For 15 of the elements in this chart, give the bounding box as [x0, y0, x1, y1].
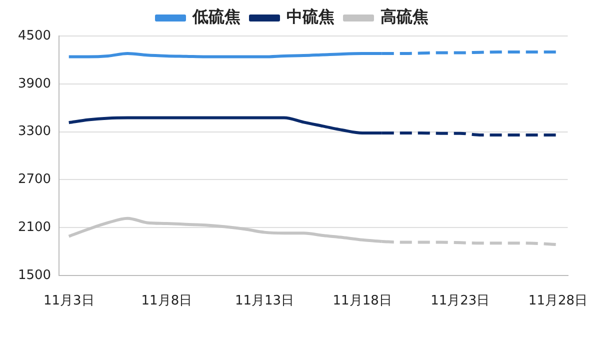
y-tick-label: 2100 [18, 220, 52, 235]
legend-label: 低硫焦 [192, 7, 240, 26]
y-tick-label: 3900 [18, 76, 52, 92]
legend-label: 中硫焦 [286, 7, 334, 26]
x-tick-label: 11月23日 [430, 294, 490, 309]
y-tick-label: 1500 [18, 268, 52, 283]
legend-label: 高硫焦 [380, 7, 428, 26]
y-tick-label: 2700 [18, 172, 52, 188]
x-tick-label: 11月8日 [141, 294, 192, 309]
y-tick-label: 3300 [18, 124, 52, 140]
x-tick-label: 11月3日 [43, 294, 94, 309]
x-tick-label: 11月18日 [332, 294, 392, 309]
y-tick-label: 4500 [18, 28, 52, 44]
x-tick-label: 11月28日 [528, 294, 588, 309]
x-tick-label: 11月13日 [234, 294, 294, 309]
